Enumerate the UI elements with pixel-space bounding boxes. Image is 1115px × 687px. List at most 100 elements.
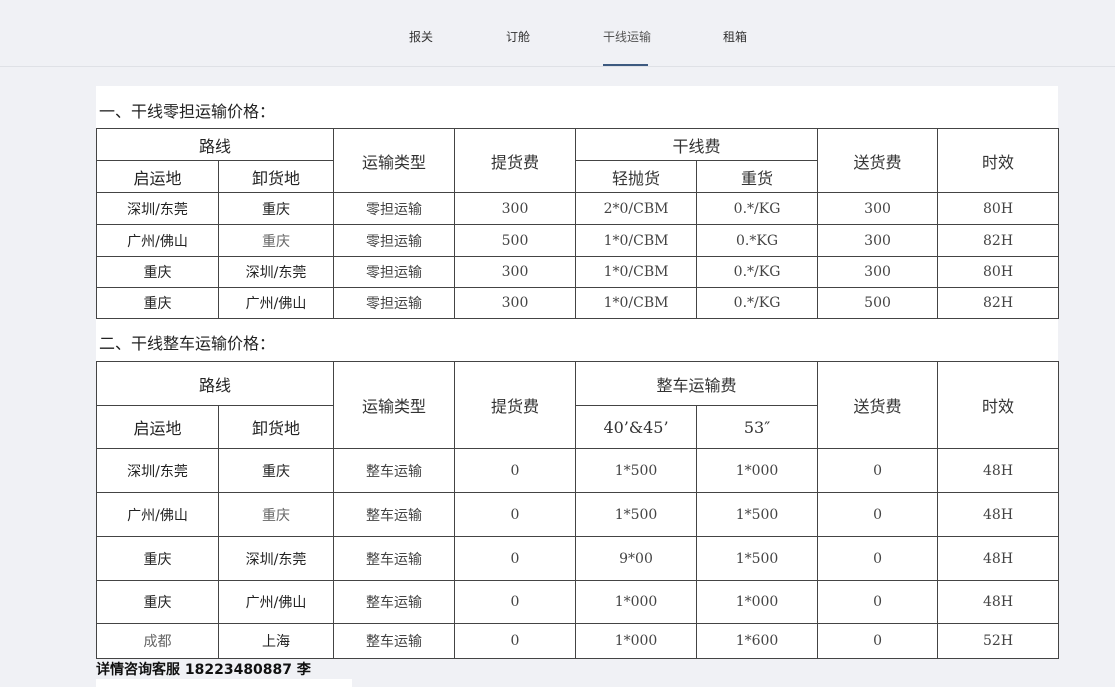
- header-route: 路线: [95, 361, 335, 406]
- header-time: 时效: [937, 361, 1060, 449]
- header-heavy-cargo: 重货: [696, 160, 819, 193]
- cell-pickup-fee: 0: [454, 580, 577, 624]
- cell-destination: 重庆: [217, 224, 335, 257]
- cell-fee-a: 2*0/CBM: [575, 192, 698, 225]
- header-pickup: 提货费: [454, 361, 577, 449]
- header-time: 时效: [937, 128, 1060, 193]
- cell-transport-type: 整车运输: [333, 623, 456, 659]
- section1-title: 一、干线零担运输价格：: [99, 102, 276, 121]
- ftl-price-table: 路线 运输类型 提货费 整车运输费 送货费 时效 启运地 卸货地 40’&45’…: [95, 361, 1060, 659]
- cell-fee-a: 1*000: [575, 623, 698, 659]
- cell-origin: 重庆: [96, 580, 219, 624]
- header-pickup: 提货费: [454, 128, 577, 193]
- cell-transit-time: 48H: [937, 580, 1060, 624]
- cell-transit-time: 48H: [937, 536, 1060, 581]
- nav-trunk-transport[interactable]: 干线运输: [603, 30, 652, 44]
- cell-transport-type: 整车运输: [333, 492, 456, 537]
- header-40-45ft: 40’&45’: [575, 405, 698, 449]
- header-light-cargo: 轻抛货: [575, 160, 698, 193]
- active-tab-indicator: [603, 64, 648, 66]
- cell-origin: 广州/佛山: [96, 492, 219, 537]
- header-type: 运输类型: [333, 361, 456, 449]
- cell-transit-time: 52H: [937, 623, 1060, 659]
- cell-fee-b: 0.*/KG: [696, 192, 819, 225]
- cell-transit-time: 82H: [937, 224, 1060, 257]
- header-delivery: 送货费: [817, 361, 939, 449]
- cell-transport-type: 零担运输: [333, 256, 456, 288]
- cell-delivery-fee: 0: [817, 448, 939, 493]
- nav-container-lease[interactable]: 租箱: [723, 30, 748, 44]
- cell-fee-b: 1*500: [696, 492, 819, 537]
- table-row: 广州/佛山 重庆 零担运输 500 1*0/CBM 0.*KG 300 82H: [96, 224, 1060, 257]
- nav-booking[interactable]: 订舱: [506, 30, 531, 44]
- nav-customs[interactable]: 报关: [409, 30, 434, 44]
- header-destination: 卸货地: [217, 405, 335, 449]
- table-row: 重庆 深圳/东莞 整车运输 0 9*00 1*500 0 48H: [96, 536, 1060, 581]
- cell-origin: 重庆: [96, 536, 219, 581]
- cell-fee-a: 1*0/CBM: [575, 287, 698, 319]
- header-trunk-fee: 干线费: [575, 128, 819, 161]
- header-origin: 启运地: [96, 405, 219, 449]
- cell-fee-b: 1*000: [696, 448, 819, 493]
- cell-delivery-fee: 0: [817, 623, 939, 659]
- cell-delivery-fee: 0: [817, 536, 939, 581]
- content-panel: 一、干线零担运输价格： 路线 运输类型 提货费 干线费 送货费 时效 启运地 卸…: [95, 86, 1060, 659]
- cell-delivery-fee: 500: [817, 287, 939, 319]
- cell-transport-type: 整车运输: [333, 448, 456, 493]
- cell-fee-b: 1*500: [696, 536, 819, 581]
- cell-pickup-fee: 0: [454, 492, 577, 537]
- cell-origin: 广州/佛山: [96, 224, 219, 257]
- header-type: 运输类型: [333, 128, 456, 193]
- table-row: 重庆 深圳/东莞 零担运输 300 1*0/CBM 0.*/KG 300 80H: [96, 256, 1060, 288]
- cell-origin: 成都: [96, 623, 219, 659]
- header-delivery: 送货费: [817, 128, 939, 193]
- table-row: 深圳/东莞 重庆 零担运输 300 2*0/CBM 0.*/KG 300 80H: [96, 192, 1060, 225]
- cell-pickup-fee: 300: [454, 256, 577, 288]
- cell-transit-time: 82H: [937, 287, 1060, 319]
- table-row: 重庆 广州/佛山 整车运输 0 1*000 1*000 0 48H: [96, 580, 1060, 624]
- cell-destination: 重庆: [217, 492, 335, 537]
- cell-transit-time: 48H: [937, 492, 1060, 537]
- table-row: 成都 上海 整车运输 0 1*000 1*600 0 52H: [96, 623, 1060, 659]
- cell-delivery-fee: 0: [817, 580, 939, 624]
- cell-destination: 重庆: [217, 192, 335, 225]
- header-destination: 卸货地: [217, 160, 335, 193]
- cell-origin: 深圳/东莞: [96, 192, 219, 225]
- ltl-price-table: 路线 运输类型 提货费 干线费 送货费 时效 启运地 卸货地 轻抛货 重货 深圳…: [95, 128, 1060, 319]
- cell-fee-a: 1*0/CBM: [575, 224, 698, 257]
- cell-fee-b: 0.*/KG: [696, 287, 819, 319]
- cell-transport-type: 零担运输: [333, 224, 456, 257]
- cell-destination: 上海: [217, 623, 335, 659]
- cell-delivery-fee: 300: [817, 256, 939, 288]
- table-row: 广州/佛山 重庆 整车运输 0 1*500 1*500 0 48H: [96, 492, 1060, 537]
- cell-pickup-fee: 0: [454, 448, 577, 493]
- cell-transport-type: 零担运输: [333, 287, 456, 319]
- top-nav: 报关 订舱 干线运输 租箱: [0, 0, 1115, 67]
- cell-delivery-fee: 0: [817, 492, 939, 537]
- cell-destination: 深圳/东莞: [217, 256, 335, 288]
- header-origin: 启运地: [96, 160, 219, 193]
- cell-delivery-fee: 300: [817, 224, 939, 257]
- cell-destination: 深圳/东莞: [217, 536, 335, 581]
- cell-transport-type: 整车运输: [333, 536, 456, 581]
- cell-pickup-fee: 500: [454, 224, 577, 257]
- footer-panel: [96, 679, 352, 687]
- cell-transit-time: 48H: [937, 448, 1060, 493]
- cell-transport-type: 整车运输: [333, 580, 456, 624]
- cell-destination: 广州/佛山: [217, 287, 335, 319]
- cell-fee-b: 0.*/KG: [696, 256, 819, 288]
- cell-pickup-fee: 0: [454, 623, 577, 659]
- table-row: 重庆 广州/佛山 零担运输 300 1*0/CBM 0.*/KG 500 82H: [96, 287, 1060, 319]
- cell-fee-a: 9*00: [575, 536, 698, 581]
- table-row: 深圳/东莞 重庆 整车运输 0 1*500 1*000 0 48H: [96, 448, 1060, 493]
- cell-pickup-fee: 300: [454, 192, 577, 225]
- cell-fee-a: 1*500: [575, 448, 698, 493]
- cell-fee-a: 1*500: [575, 492, 698, 537]
- contact-info: 详情咨询客服 18223480887 李: [96, 662, 311, 678]
- cell-destination: 广州/佛山: [217, 580, 335, 624]
- cell-delivery-fee: 300: [817, 192, 939, 225]
- cell-fee-b: 0.*KG: [696, 224, 819, 257]
- cell-origin: 重庆: [96, 287, 219, 319]
- cell-fee-a: 1*000: [575, 580, 698, 624]
- cell-origin: 深圳/东莞: [96, 448, 219, 493]
